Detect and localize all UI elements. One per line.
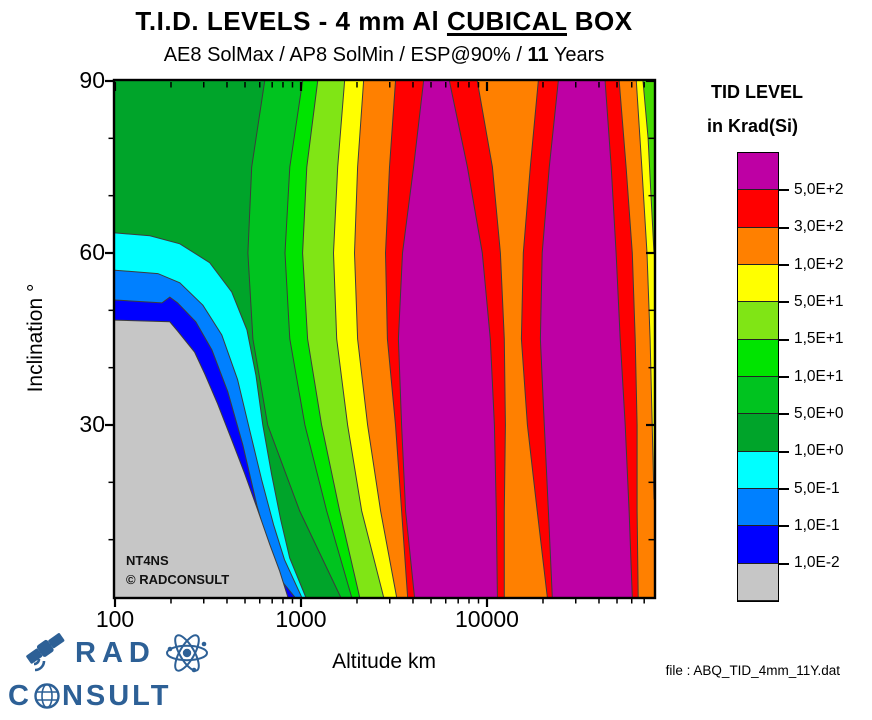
- legend-title-line1: TID LEVEL: [711, 82, 804, 102]
- contour-band: [643, 81, 654, 253]
- legend-color-cell: [738, 451, 778, 489]
- y-axis-title: Inclination °: [24, 283, 47, 393]
- title-suffix: BOX: [567, 6, 633, 36]
- x-tick-label: 10000: [455, 606, 519, 632]
- legend-tick: [779, 338, 789, 341]
- contour-line: [642, 80, 655, 254]
- contour-line: [539, 80, 559, 598]
- subtitle-suffix: Years: [548, 44, 605, 66]
- contour-line: [332, 80, 385, 598]
- legend-color-cell: [738, 526, 778, 564]
- legend-color-cell: [738, 227, 778, 265]
- legend-label: 1,5E+1: [794, 330, 844, 348]
- legend-label: 5,0E+2: [794, 180, 844, 198]
- atom-icon: [165, 634, 208, 673]
- contour-line: [635, 80, 655, 500]
- legend-label: 1,0E-2: [794, 554, 840, 572]
- contour-line: [114, 319, 289, 598]
- file-label: file : ABQ_TID_4mm_11Y.dat: [665, 663, 840, 678]
- legend-tick: [779, 450, 789, 453]
- legend-tick: [779, 413, 789, 416]
- contour-line: [353, 80, 398, 598]
- legend-tick: [779, 525, 789, 528]
- legend-color-cell: [738, 190, 778, 228]
- subtitle-years-value: 11: [527, 44, 549, 66]
- contour-band: [636, 81, 654, 500]
- legend-color-cell: [738, 563, 778, 601]
- contour-band: [115, 320, 288, 597]
- legend-tick: [779, 376, 789, 378]
- logo-row1: RAD: [22, 629, 241, 677]
- legend-label: 3,0E+2: [794, 218, 844, 236]
- logo-row2: C NSULT: [8, 677, 241, 715]
- globe-icon: [34, 683, 60, 709]
- contour-line: [604, 80, 633, 598]
- legend-color-cell: [738, 414, 778, 452]
- subtitle-prefix: AE8 SolMax / AP8 SolMin / ESP@90% /: [163, 44, 528, 66]
- legend-color-cell: [738, 376, 778, 415]
- legend-title-line2: in Krad(Si): [707, 116, 799, 136]
- radconsult-logo: RAD C: [6, 629, 241, 715]
- y-tick-label: 30: [79, 411, 105, 437]
- legend-tick: [779, 562, 789, 565]
- contour-line: [397, 80, 425, 598]
- page-title: T.I.D. LEVELS - 4 mm Al CUBICAL BOX: [54, 6, 714, 37]
- chart-subtitle: AE8 SolMax / AP8 SolMin / ESP@90% / 11 Y…: [54, 44, 714, 67]
- contour-line: [302, 80, 361, 598]
- legend-label: 5,0E-1: [794, 479, 840, 497]
- legend-color-cell: [738, 302, 778, 340]
- plot-border: [112, 78, 657, 600]
- legend-label: 5,0E+1: [794, 292, 844, 310]
- title-underlined-word: CUBICAL: [446, 6, 567, 36]
- legend-colorbar: 5,0E+2 3,0E+2 1,0E+2 5,0E+1 1,5E+1 1,0E+1 5,0E…: [737, 152, 844, 602]
- plot-annotation-model: NT4NS: [126, 553, 169, 568]
- x-axis-title: Altitude km: [332, 650, 436, 673]
- title-prefix: T.I.D. LEVELS - 4 mm Al: [135, 6, 447, 36]
- legend-tick: [779, 264, 789, 266]
- y-tick-label: 60: [79, 239, 105, 265]
- x-tick-label: 100: [95, 606, 135, 632]
- contour-line: [448, 80, 498, 598]
- legend-tick: [779, 189, 789, 192]
- x-tick-label: 1000: [275, 606, 327, 632]
- contour-line: [476, 80, 506, 597]
- contour-line: [247, 80, 342, 598]
- contour-line: [618, 80, 639, 598]
- satellite-icon: [26, 633, 65, 672]
- contour-line: [284, 80, 353, 598]
- legend-color-cell: [738, 264, 778, 303]
- legend-label: 1,0E+2: [794, 255, 844, 273]
- legend-tick: [779, 301, 789, 304]
- logo-text-c: C: [8, 679, 32, 712]
- legend-color-cell: [738, 339, 778, 377]
- legend-tick: [779, 488, 789, 490]
- plot-annotation-copyright: © RADCONSULT: [126, 572, 230, 587]
- legend-color-cell: [738, 153, 778, 191]
- contour-line: [114, 269, 303, 598]
- legend-color-cell: [738, 488, 778, 527]
- contour-line: [520, 80, 548, 598]
- logo-text-nsult: NSULT: [61, 679, 172, 712]
- y-tick-label: 90: [79, 67, 105, 93]
- legend-label: 5,0E+0: [794, 404, 844, 422]
- legend-label: 1,0E+0: [794, 442, 844, 460]
- legend-label: 1,0E+1: [794, 367, 844, 385]
- legend-label: 1,0E-1: [794, 516, 840, 534]
- contour-line: [114, 232, 307, 598]
- logo-text-rad: RAD: [75, 636, 156, 669]
- legend-tick: [779, 226, 789, 229]
- contour-line: [384, 80, 409, 598]
